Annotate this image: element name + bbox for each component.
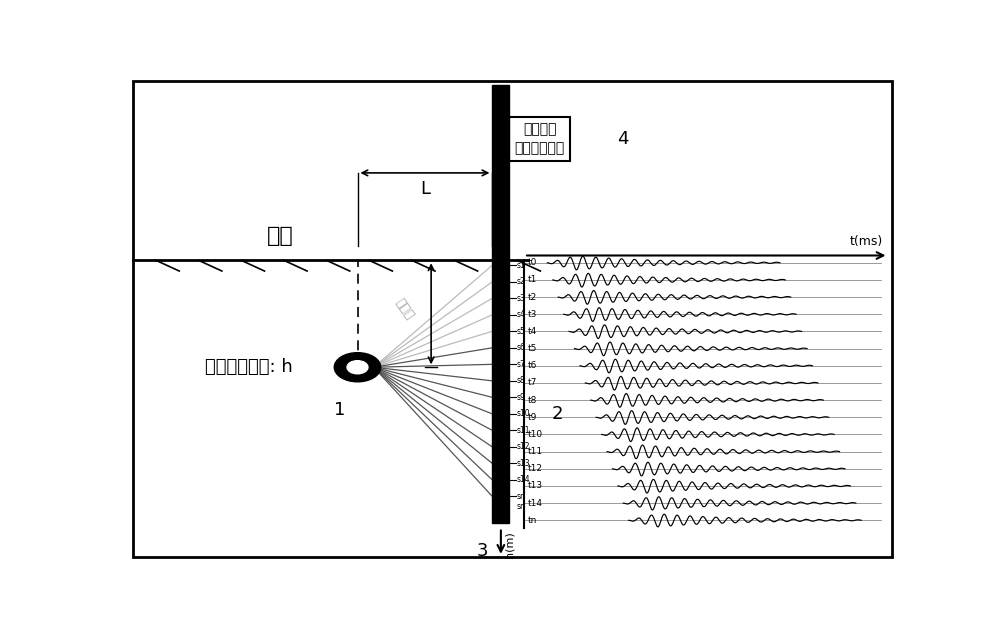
- Text: L: L: [420, 180, 430, 198]
- Text: s2: s2: [516, 277, 525, 286]
- Circle shape: [334, 353, 381, 382]
- Text: t14: t14: [528, 498, 543, 507]
- Text: s10: s10: [516, 410, 530, 418]
- Text: s12: s12: [516, 442, 530, 451]
- Text: s3: s3: [516, 294, 525, 303]
- Text: 管道中心深度: h: 管道中心深度: h: [205, 358, 293, 376]
- Text: sn: sn: [516, 492, 525, 501]
- Text: t7: t7: [528, 379, 537, 387]
- Text: t9: t9: [528, 413, 537, 422]
- Text: s4: s4: [516, 310, 525, 319]
- Text: t3: t3: [528, 310, 537, 319]
- Text: t13: t13: [528, 481, 543, 490]
- Text: s13: s13: [516, 459, 530, 468]
- Text: sn: sn: [516, 502, 525, 510]
- Text: t4: t4: [528, 327, 537, 336]
- Text: tn: tn: [528, 516, 537, 525]
- Text: 管道中心
距观测孔距离: 管道中心 距观测孔距离: [514, 122, 565, 155]
- Text: 4: 4: [617, 130, 629, 148]
- Text: t10: t10: [528, 430, 543, 439]
- Text: 2: 2: [552, 405, 564, 423]
- Text: t0: t0: [528, 258, 537, 268]
- Text: s14: s14: [516, 476, 530, 485]
- Text: t1: t1: [528, 276, 537, 285]
- Text: h(m): h(m): [505, 531, 515, 558]
- Text: 3: 3: [477, 542, 488, 560]
- Text: s9: s9: [516, 393, 525, 402]
- Text: t2: t2: [528, 293, 537, 302]
- Text: t(ms): t(ms): [850, 235, 883, 248]
- Bar: [492, 85, 509, 522]
- Text: s8: s8: [516, 376, 525, 386]
- Text: s7: s7: [516, 360, 525, 369]
- Text: t12: t12: [528, 464, 543, 473]
- Text: t8: t8: [528, 396, 537, 404]
- Text: 1: 1: [334, 401, 346, 419]
- Text: t11: t11: [528, 447, 543, 456]
- Text: 弹性波: 弹性波: [392, 296, 416, 322]
- Text: s5: s5: [516, 327, 525, 336]
- Circle shape: [347, 361, 368, 374]
- Text: s6: s6: [516, 343, 525, 352]
- Text: t6: t6: [528, 362, 537, 370]
- Text: t5: t5: [528, 344, 537, 353]
- Text: s11: s11: [516, 426, 530, 435]
- Text: s1: s1: [516, 261, 525, 269]
- Text: 地面: 地面: [267, 226, 293, 245]
